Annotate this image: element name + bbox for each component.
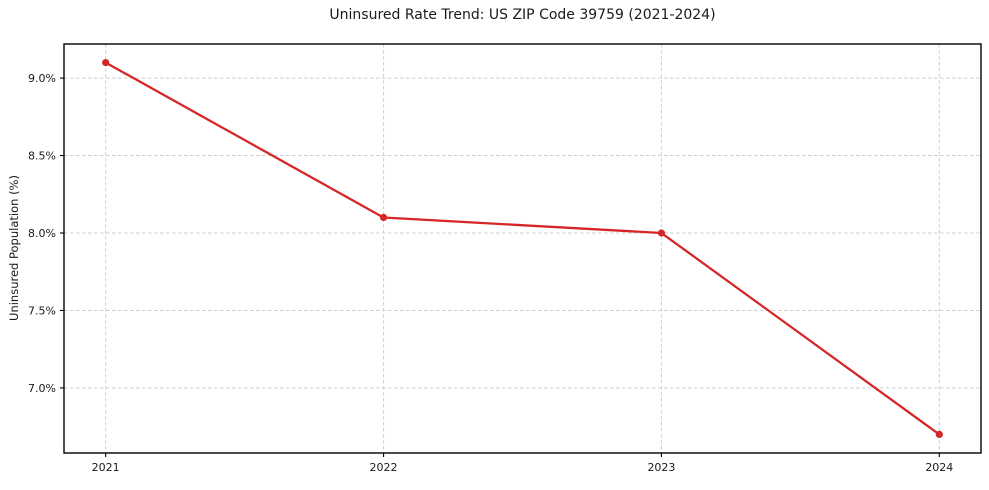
data-point-marker bbox=[935, 430, 943, 439]
plot-border bbox=[63, 43, 982, 454]
chart-title: Uninsured Rate Trend: US ZIP Code 39759 … bbox=[329, 7, 716, 23]
y-tick-label: 7.5% bbox=[28, 304, 56, 317]
x-tick-label: 2024 bbox=[925, 461, 953, 474]
data-point-marker bbox=[102, 58, 110, 67]
y-tick-label: 8.5% bbox=[28, 150, 56, 163]
data-point-marker bbox=[657, 229, 666, 237]
x-tick-label: 2022 bbox=[370, 461, 398, 474]
trend-line bbox=[104, 61, 941, 436]
x-tick-label: 2021 bbox=[92, 461, 120, 474]
y-tick-label: 7.0% bbox=[28, 382, 56, 395]
y-tick-label: 9.0% bbox=[28, 72, 56, 85]
data-point-marker bbox=[379, 213, 388, 222]
y-tick-label: 8.0% bbox=[28, 227, 56, 240]
x-tick-label: 2023 bbox=[647, 461, 675, 474]
